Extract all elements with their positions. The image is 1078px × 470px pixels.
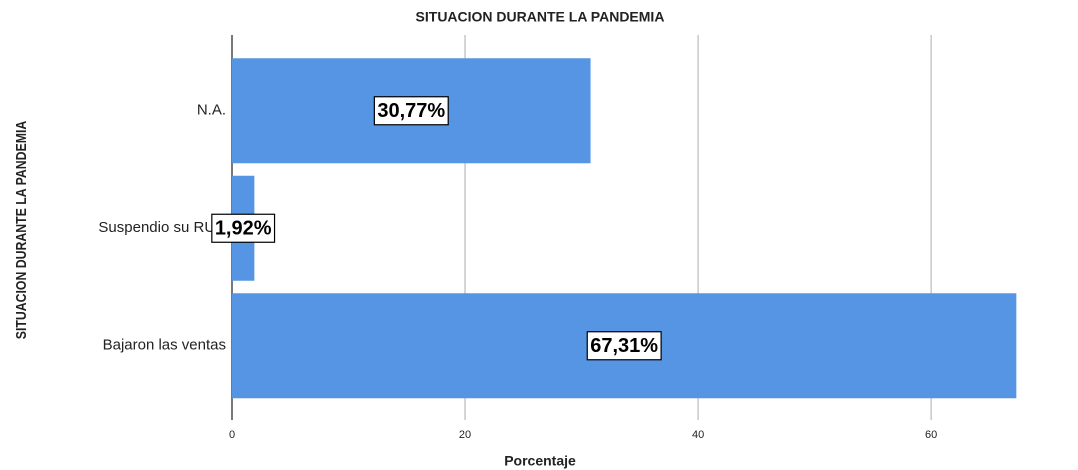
x-tick-label: 40 — [692, 429, 704, 441]
value-label: 67,31% — [590, 335, 658, 357]
value-label-box — [373, 96, 449, 126]
y-tick-label: Suspendio su RUC — [98, 219, 226, 236]
y-tick-label: N.A. — [197, 102, 226, 119]
y-axis-label: SITUACION DURANTE LA PANDEMIA — [13, 121, 29, 340]
x-tick-label: 60 — [925, 429, 937, 441]
y-tick-label: Bajaron las ventas — [103, 337, 226, 354]
x-tick-label: 0 — [229, 429, 235, 441]
value-label: 30,77% — [377, 100, 445, 122]
chart-title: SITUACION DURANTE LA PANDEMIA — [416, 9, 665, 25]
x-tick-label: 20 — [459, 429, 471, 441]
value-label: 1,92% — [215, 218, 272, 240]
value-label-box — [586, 331, 662, 361]
value-label-box — [211, 213, 276, 243]
x-axis-label: Porcentaje — [504, 453, 576, 469]
